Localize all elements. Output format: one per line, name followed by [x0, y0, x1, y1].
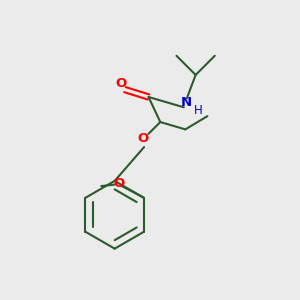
Text: N: N: [181, 96, 192, 110]
Text: O: O: [115, 77, 126, 90]
Text: O: O: [113, 177, 124, 190]
Text: O: O: [137, 132, 148, 145]
Text: H: H: [194, 104, 203, 117]
